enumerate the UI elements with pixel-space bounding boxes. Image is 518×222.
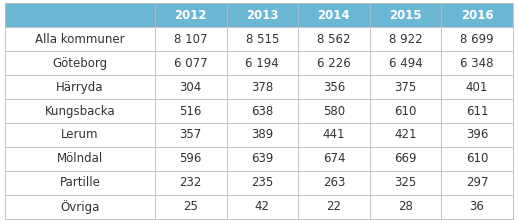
Text: 356: 356 [323,81,345,94]
Text: 2012: 2012 [175,9,207,22]
Text: 42: 42 [255,200,270,213]
Text: 2013: 2013 [246,9,279,22]
Text: 25: 25 [183,200,198,213]
Text: 401: 401 [466,81,488,94]
Text: 232: 232 [180,176,202,189]
Text: 610: 610 [394,105,416,117]
Text: 6 194: 6 194 [246,57,279,70]
Text: Lerum: Lerum [61,128,99,141]
Text: Härryda: Härryda [56,81,104,94]
Text: 2014: 2014 [318,9,350,22]
Text: Kungsbacka: Kungsbacka [45,105,116,117]
Text: 6 226: 6 226 [317,57,351,70]
Text: 304: 304 [180,81,202,94]
Text: Alla kommuner: Alla kommuner [35,33,125,46]
Text: 36: 36 [470,200,484,213]
Text: 669: 669 [394,152,416,165]
Text: 235: 235 [251,176,274,189]
Text: 8 515: 8 515 [246,33,279,46]
Text: 22: 22 [326,200,341,213]
Text: Mölndal: Mölndal [57,152,103,165]
Text: 421: 421 [394,128,416,141]
Text: 263: 263 [323,176,345,189]
Text: Göteborg: Göteborg [52,57,108,70]
Text: 2016: 2016 [461,9,493,22]
Text: 8 922: 8 922 [388,33,422,46]
Text: 8 107: 8 107 [174,33,208,46]
Text: 378: 378 [251,81,274,94]
Text: 389: 389 [251,128,274,141]
Text: 580: 580 [323,105,345,117]
Text: Övriga: Övriga [61,200,100,214]
Text: 674: 674 [323,152,345,165]
Text: 611: 611 [466,105,488,117]
Text: 28: 28 [398,200,413,213]
Text: 2015: 2015 [389,9,422,22]
Text: 6 494: 6 494 [388,57,422,70]
Text: 6 348: 6 348 [461,57,494,70]
Text: 297: 297 [466,176,488,189]
Text: 325: 325 [394,176,416,189]
Text: 596: 596 [180,152,202,165]
Text: 441: 441 [323,128,345,141]
Text: 396: 396 [466,128,488,141]
Text: Partille: Partille [60,176,100,189]
Text: 639: 639 [251,152,274,165]
Text: 357: 357 [180,128,202,141]
Text: 8 699: 8 699 [460,33,494,46]
Text: 6 077: 6 077 [174,57,208,70]
Text: 638: 638 [251,105,274,117]
Text: 610: 610 [466,152,488,165]
Text: 375: 375 [394,81,416,94]
Text: 516: 516 [180,105,202,117]
Text: 8 562: 8 562 [317,33,351,46]
